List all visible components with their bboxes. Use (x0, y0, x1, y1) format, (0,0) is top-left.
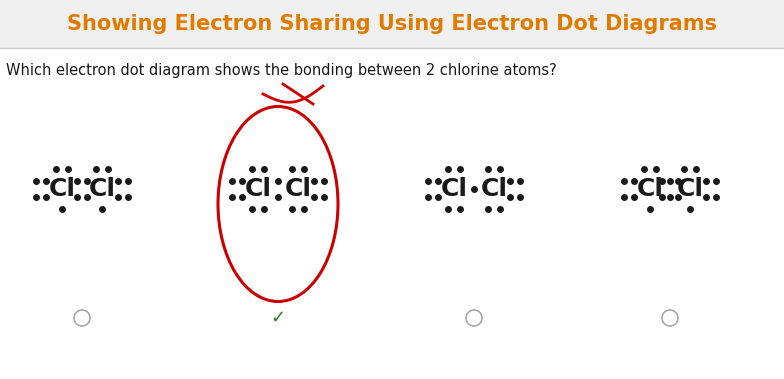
Text: Cl: Cl (245, 177, 271, 201)
Text: Which electron dot diagram shows the bonding between 2 chlorine atoms?: Which electron dot diagram shows the bon… (6, 63, 557, 77)
FancyBboxPatch shape (0, 0, 784, 48)
Text: Cl: Cl (637, 177, 663, 201)
Text: Cl: Cl (285, 177, 311, 201)
Text: Cl: Cl (481, 177, 507, 201)
Text: Cl: Cl (677, 177, 703, 201)
Text: ✓: ✓ (270, 309, 285, 327)
Text: Cl: Cl (49, 177, 75, 201)
Text: Cl: Cl (441, 177, 467, 201)
Text: Showing Electron Sharing Using Electron Dot Diagrams: Showing Electron Sharing Using Electron … (67, 14, 717, 34)
Text: Cl: Cl (89, 177, 115, 201)
